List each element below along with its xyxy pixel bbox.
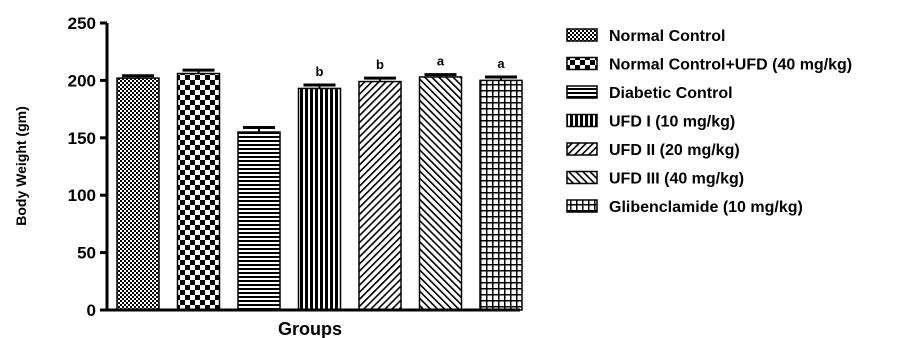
- y-tick-label: 250: [68, 14, 96, 33]
- bar: [116, 77, 160, 311]
- legend-label: Normal Control: [609, 28, 725, 45]
- legend-label: UFD I (10 mg/kg): [609, 114, 735, 131]
- significance-label: a: [437, 54, 445, 69]
- legend-item: UFD III (40 mg/kg): [566, 170, 744, 188]
- significance-label: b: [316, 64, 324, 79]
- legend-item: UFD I (10 mg/kg): [566, 113, 735, 131]
- x-axis-label: Groups: [278, 319, 342, 338]
- bar: [176, 72, 221, 311]
- legend-swatch: [566, 85, 598, 99]
- legend-label: Glibenclamide (10 mg/kg): [609, 199, 803, 216]
- y-axis-label: Body Weight (gm): [13, 106, 29, 226]
- significance-label: b: [376, 57, 384, 72]
- legend-item: Normal Control: [566, 28, 725, 45]
- bar: [479, 79, 523, 311]
- y-axis: 0 50 100 150 200 250: [68, 14, 109, 320]
- legend-swatch: [566, 28, 598, 42]
- legend-label: Diabetic Control: [609, 85, 733, 102]
- legend-item: Normal Control+UFD (40 mg/kg): [566, 56, 852, 74]
- bar: [297, 87, 342, 311]
- legend-swatch: [566, 142, 598, 156]
- y-tick-label: 0: [87, 301, 96, 320]
- y-tick-label: 150: [68, 129, 96, 148]
- legend-swatch: [566, 170, 598, 185]
- significance-label: a: [497, 56, 505, 71]
- bar: [237, 131, 281, 311]
- legend-label: UFD III (40 mg/kg): [609, 171, 744, 188]
- legend-item: Diabetic Control: [566, 85, 733, 102]
- y-tick-label: 50: [77, 244, 96, 263]
- legend-swatch: [566, 199, 598, 213]
- legend-swatch: [566, 56, 598, 71]
- bar: [418, 76, 463, 311]
- y-tick-label: 100: [68, 186, 96, 205]
- legend-label: UFD II (20 mg/kg): [609, 142, 740, 159]
- legend-label: Normal Control+UFD (40 mg/kg): [609, 57, 852, 74]
- legend-item: UFD II (20 mg/kg): [566, 142, 740, 159]
- legend: Normal Control Normal Control+UFD (40 mg/…: [566, 28, 852, 216]
- legend-item: Glibenclamide (10 mg/kg): [566, 199, 803, 216]
- y-tick-label: 200: [68, 71, 96, 90]
- legend-swatch: [566, 113, 598, 128]
- bar: [358, 80, 402, 311]
